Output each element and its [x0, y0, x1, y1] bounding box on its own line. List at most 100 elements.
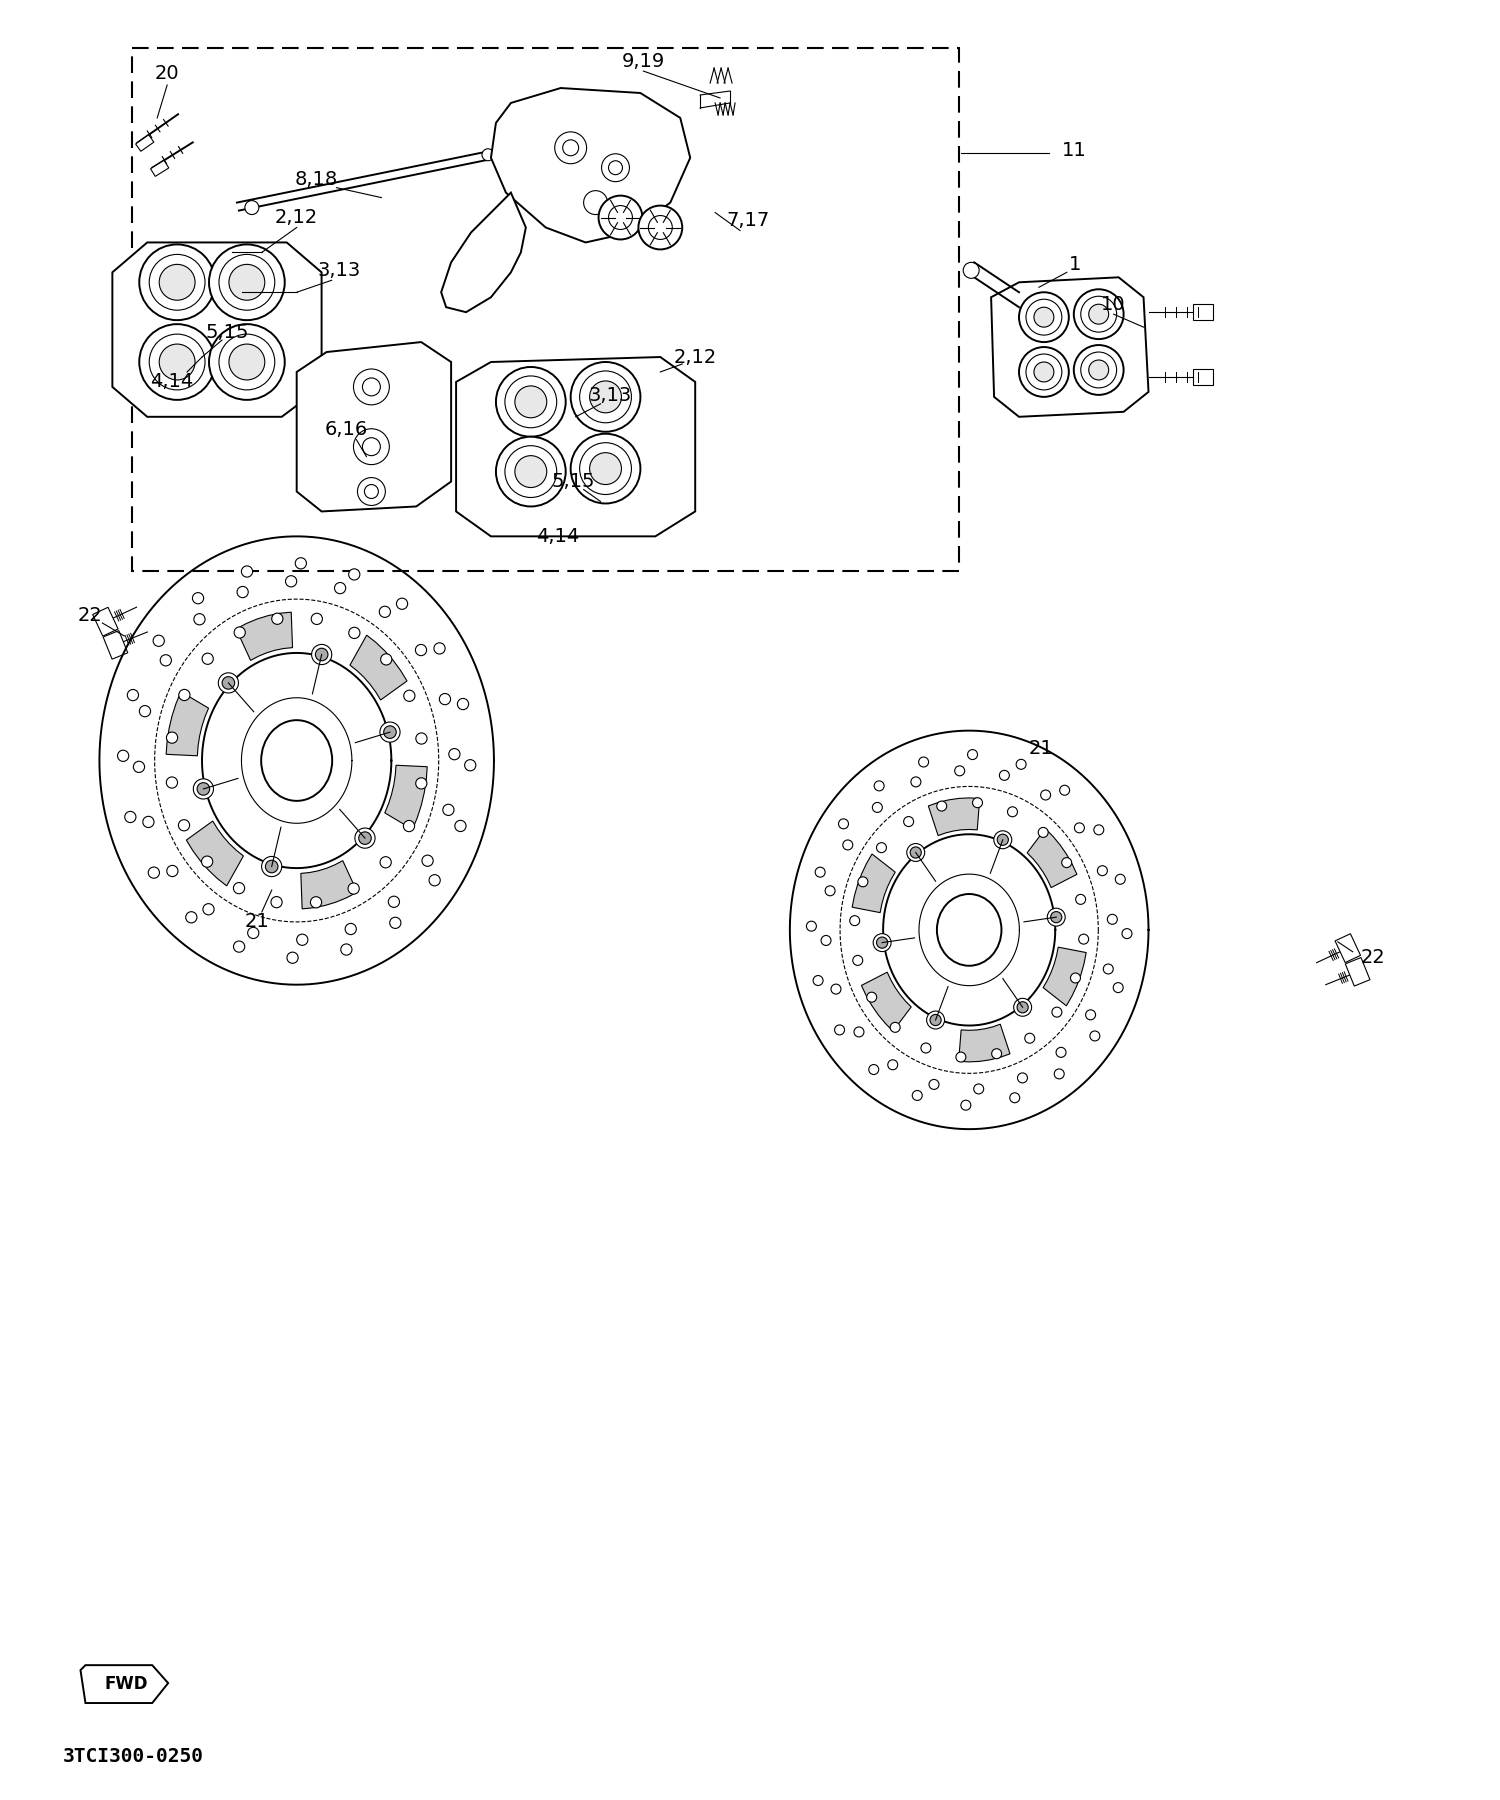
Circle shape — [936, 801, 946, 812]
Circle shape — [1038, 828, 1048, 837]
Circle shape — [994, 832, 1012, 850]
Circle shape — [148, 254, 206, 310]
Bar — [132, 49, 959, 571]
Polygon shape — [135, 135, 154, 151]
Circle shape — [1086, 1010, 1095, 1021]
Polygon shape — [992, 277, 1149, 418]
Circle shape — [209, 324, 285, 400]
Circle shape — [570, 362, 640, 432]
Circle shape — [974, 1084, 984, 1094]
Circle shape — [1074, 346, 1124, 394]
Circle shape — [272, 614, 284, 625]
Polygon shape — [186, 821, 243, 886]
Circle shape — [928, 1080, 939, 1089]
Text: 22: 22 — [1360, 949, 1384, 967]
Circle shape — [219, 254, 274, 310]
Circle shape — [609, 160, 622, 175]
Polygon shape — [350, 635, 406, 700]
Circle shape — [876, 938, 888, 949]
Circle shape — [315, 648, 328, 661]
Circle shape — [514, 385, 548, 418]
Circle shape — [858, 877, 868, 887]
Text: 2,12: 2,12 — [674, 347, 717, 367]
Ellipse shape — [938, 895, 1002, 967]
Circle shape — [1017, 1003, 1028, 1013]
Circle shape — [609, 205, 633, 229]
Circle shape — [648, 216, 672, 239]
Circle shape — [286, 952, 298, 963]
Polygon shape — [302, 860, 357, 909]
Polygon shape — [1042, 947, 1086, 1006]
Circle shape — [598, 196, 642, 239]
Circle shape — [340, 943, 352, 956]
Circle shape — [465, 760, 476, 770]
Circle shape — [202, 904, 214, 914]
Circle shape — [1071, 974, 1080, 983]
Circle shape — [416, 644, 426, 655]
Circle shape — [874, 781, 884, 790]
Text: 11: 11 — [1062, 140, 1086, 160]
Text: 4,14: 4,14 — [536, 527, 579, 545]
Text: 10: 10 — [1101, 295, 1126, 313]
Circle shape — [380, 857, 392, 868]
Circle shape — [244, 200, 260, 214]
Circle shape — [1052, 1008, 1062, 1017]
Circle shape — [1056, 1048, 1066, 1057]
Circle shape — [1014, 999, 1032, 1017]
Circle shape — [962, 1100, 970, 1111]
Circle shape — [1104, 965, 1113, 974]
Circle shape — [356, 828, 375, 848]
Circle shape — [454, 821, 466, 832]
Circle shape — [821, 936, 831, 945]
Circle shape — [310, 896, 321, 907]
Circle shape — [390, 918, 400, 929]
Circle shape — [1062, 857, 1071, 868]
Circle shape — [1050, 911, 1062, 923]
Circle shape — [194, 779, 213, 799]
Circle shape — [297, 934, 307, 945]
Circle shape — [602, 153, 630, 182]
Circle shape — [429, 875, 441, 886]
Circle shape — [248, 927, 259, 938]
Text: 21: 21 — [244, 913, 268, 931]
Circle shape — [1010, 1093, 1020, 1103]
Circle shape — [873, 803, 882, 812]
Circle shape — [404, 821, 414, 832]
Circle shape — [148, 868, 159, 878]
Circle shape — [590, 382, 621, 412]
Circle shape — [380, 722, 400, 742]
Circle shape — [890, 1022, 900, 1033]
Circle shape — [956, 1051, 966, 1062]
Polygon shape — [490, 88, 690, 243]
Circle shape — [496, 367, 566, 437]
Circle shape — [237, 587, 248, 598]
Circle shape — [867, 992, 876, 1003]
Circle shape — [1019, 292, 1070, 342]
Circle shape — [285, 576, 297, 587]
Circle shape — [849, 916, 859, 925]
Circle shape — [272, 896, 282, 907]
Circle shape — [134, 761, 144, 772]
Circle shape — [261, 857, 282, 877]
Circle shape — [921, 1042, 932, 1053]
Circle shape — [584, 191, 608, 214]
Circle shape — [954, 765, 964, 776]
Circle shape — [334, 583, 345, 594]
Ellipse shape — [261, 720, 332, 801]
Circle shape — [873, 934, 891, 952]
Circle shape — [918, 758, 928, 767]
Circle shape — [422, 855, 434, 866]
Circle shape — [1107, 914, 1118, 923]
Circle shape — [458, 698, 468, 709]
Circle shape — [266, 860, 278, 873]
Text: 3,13: 3,13 — [590, 387, 632, 405]
Circle shape — [234, 626, 246, 637]
Circle shape — [234, 882, 244, 895]
Text: 7,17: 7,17 — [726, 211, 770, 230]
Circle shape — [570, 434, 640, 504]
Circle shape — [202, 653, 213, 664]
Circle shape — [209, 245, 285, 320]
Circle shape — [1082, 297, 1116, 333]
Text: 3TCI300-0250: 3TCI300-0250 — [63, 1748, 204, 1766]
Circle shape — [1059, 785, 1070, 796]
